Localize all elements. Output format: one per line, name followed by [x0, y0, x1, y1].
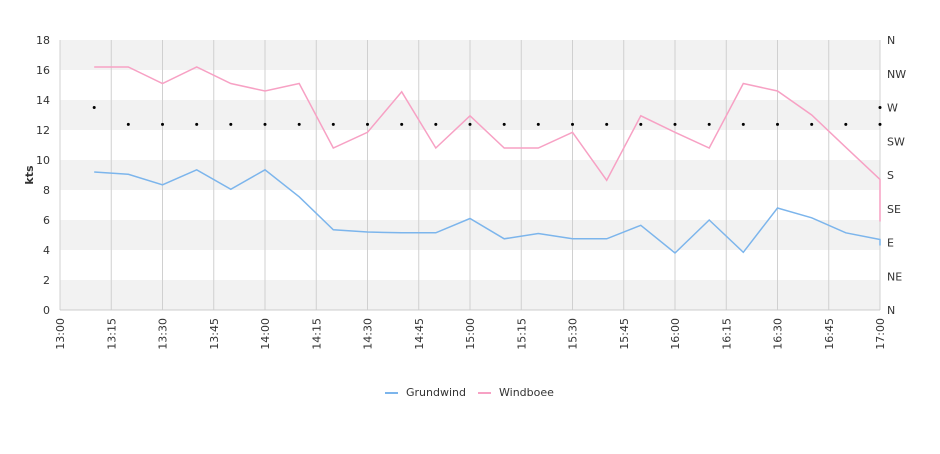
- direction-tick-label: E: [887, 237, 894, 250]
- legend-label: Windboee: [499, 386, 554, 399]
- direction-tick-label: N: [887, 304, 895, 317]
- direction-marker: [195, 122, 199, 126]
- x-tick-label: 17:00: [874, 318, 887, 350]
- x-tick-label: 15:15: [515, 318, 528, 350]
- x-tick-label: 15:30: [567, 318, 580, 350]
- direction-marker: [810, 122, 814, 126]
- direction-tick-label: NW: [887, 68, 906, 81]
- x-tick-label: 16:45: [823, 318, 836, 350]
- direction-marker: [878, 106, 882, 109]
- x-tick-label: 16:15: [720, 318, 733, 350]
- x-tick-label: 14:00: [259, 318, 272, 350]
- direction-marker: [92, 106, 96, 109]
- direction-marker: [741, 122, 745, 126]
- y-tick-label: 6: [43, 214, 50, 227]
- x-tick-label: 14:15: [310, 318, 323, 350]
- x-tick-label: 13:15: [105, 318, 118, 350]
- y-tick-label: 10: [36, 154, 50, 167]
- legend-label: Grundwind: [406, 386, 466, 399]
- direction-marker: [639, 122, 643, 126]
- direction-tick-label: NE: [887, 270, 902, 283]
- x-tick-label: 14:30: [362, 318, 375, 350]
- direction-marker: [126, 122, 130, 126]
- y-tick-label: 2: [43, 274, 50, 287]
- direction-tick-label: W: [887, 102, 898, 115]
- direction-marker: [229, 122, 233, 126]
- direction-markers: [92, 106, 882, 126]
- direction-marker: [707, 122, 711, 126]
- direction-marker: [536, 122, 540, 126]
- x-tick-label: 13:45: [208, 318, 221, 350]
- y-tick-label: 0: [43, 304, 50, 317]
- y-tick-label: 18: [36, 34, 50, 47]
- series-line-windboee: [94, 66, 881, 222]
- series-lines: [94, 66, 881, 255]
- direction-marker: [605, 122, 609, 126]
- x-tick-label: 13:30: [157, 318, 170, 350]
- direction-tick-label: S: [887, 169, 894, 182]
- y-tick-label: 8: [43, 184, 50, 197]
- direction-marker: [776, 122, 779, 126]
- x-tick-label: 15:00: [464, 318, 477, 350]
- x-axis-ticks: 13:00 13:15 13:30 13:45 14:00 14:15 14:30 14:45…: [54, 318, 887, 350]
- y-tick-label: 4: [43, 244, 50, 257]
- direction-tick-label: SW: [887, 135, 905, 148]
- x-tick-label: 16:00: [669, 318, 682, 350]
- direction-marker: [878, 122, 882, 126]
- y-axis-title: kts: [23, 165, 36, 185]
- direction-marker: [571, 122, 574, 126]
- x-tick-label: 14:45: [413, 318, 426, 350]
- direction-tick-label: N: [887, 34, 895, 47]
- direction-marker: [468, 122, 472, 126]
- x-tick-label: 15:45: [618, 318, 631, 350]
- direction-marker: [366, 122, 369, 126]
- y-tick-label: 12: [36, 124, 50, 137]
- y-tick-label: 14: [36, 94, 50, 107]
- direction-tick-label: SE: [887, 203, 901, 216]
- direction-marker: [673, 122, 677, 126]
- direction-marker: [331, 122, 335, 126]
- direction-marker: [297, 122, 301, 126]
- direction-axis-ticks: N NE E SE S SW W NW N: [887, 34, 906, 317]
- x-tick-label: 16:30: [772, 318, 785, 350]
- direction-marker: [263, 122, 267, 126]
- direction-marker: [844, 122, 848, 126]
- series-line-grundwind: [94, 168, 881, 255]
- legend: Grundwind Windboee: [385, 386, 554, 399]
- direction-marker: [502, 122, 506, 126]
- y-axis-ticks: 0 2 4 6 8 10 12 14 16 18: [36, 34, 50, 317]
- direction-marker: [400, 122, 404, 126]
- direction-marker: [161, 122, 164, 126]
- vertical-gridlines: [59, 40, 881, 310]
- x-tick-label: 13:00: [54, 318, 67, 350]
- direction-marker: [434, 122, 438, 126]
- y-tick-label: 16: [36, 64, 50, 77]
